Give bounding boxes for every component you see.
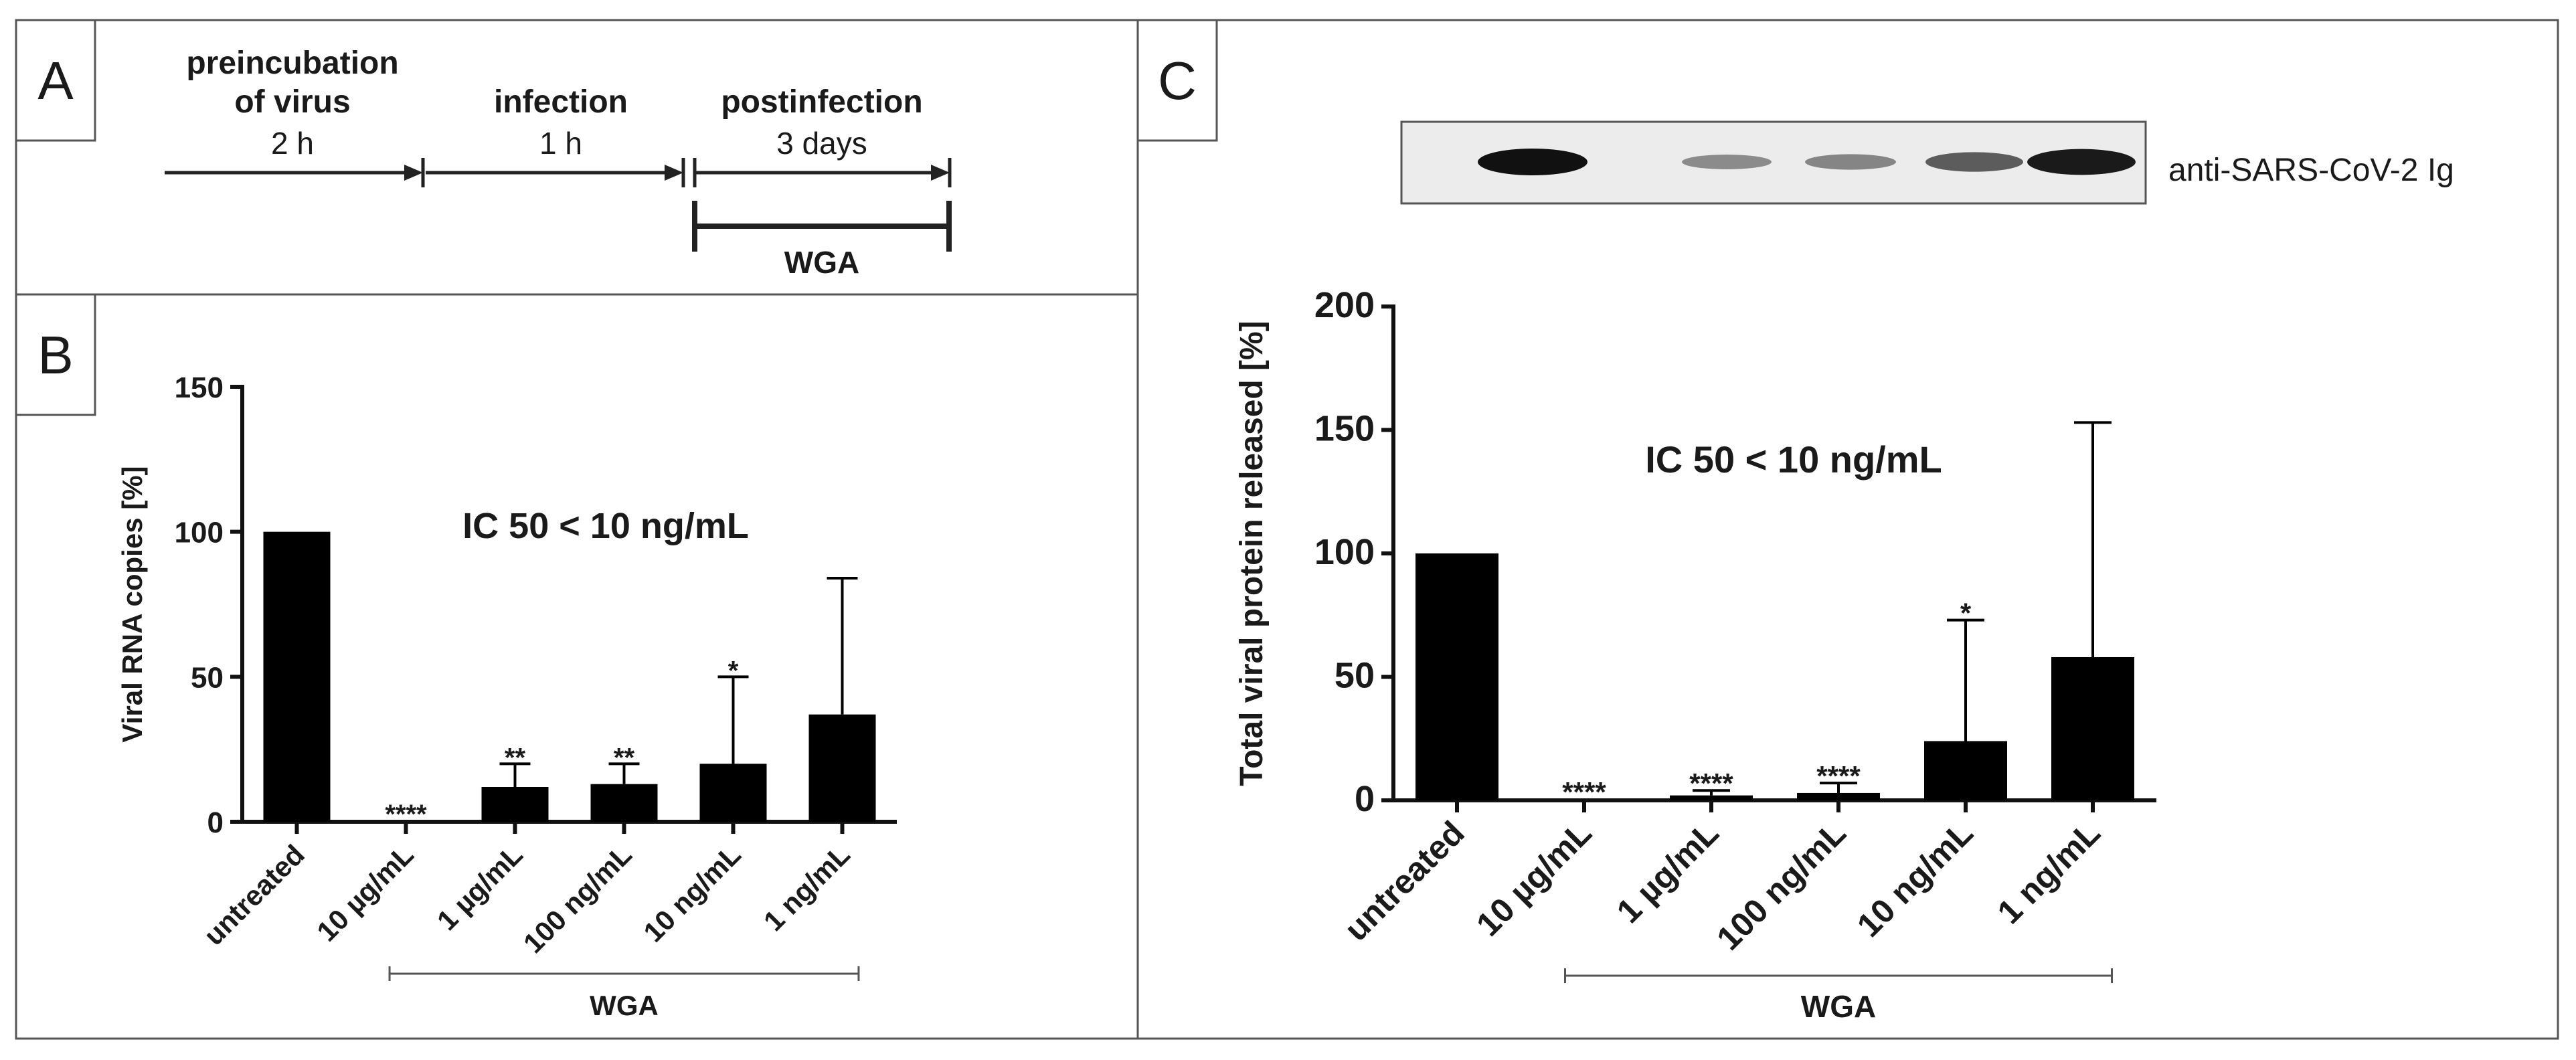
panel-c-letter: C [1158, 51, 1197, 110]
bar [699, 764, 767, 822]
group-label: WGA [590, 990, 659, 1021]
blot-label: anti-SARS-CoV-2 Ig [2168, 153, 2454, 188]
bar [1670, 795, 1753, 800]
panel-a-letter: A [37, 51, 74, 110]
panel-b-letter: B [37, 325, 73, 385]
step1-duration: 2 h [271, 126, 314, 161]
y-tick-label: 100 [1314, 532, 1375, 572]
category-label: untreated [197, 838, 311, 952]
category-label: 10 ng/mL [1850, 814, 1980, 944]
blot-band [1478, 149, 1587, 175]
step1-title: preincubation [186, 46, 398, 81]
bar [481, 787, 549, 822]
step2-duration: 1 h [539, 126, 582, 161]
significance-label: ** [614, 743, 635, 772]
bar [808, 714, 876, 822]
y-tick-label: 150 [175, 371, 224, 404]
bar [1415, 553, 1498, 800]
panel-b-frame [15, 293, 1139, 1040]
category-label: 10 ng/mL [637, 838, 747, 948]
category-label: 1 µg/mL [431, 838, 529, 936]
panel-a-letter-box [15, 19, 96, 142]
bar [2051, 656, 2134, 800]
bar [1797, 792, 1880, 800]
y-tick-label: 200 [1314, 285, 1375, 325]
category-label: 100 ng/mL [1709, 814, 1853, 957]
ic50-annotation: IC 50 < 10 ng/mL [462, 506, 749, 546]
blot-bands [1478, 149, 2136, 175]
treatment-label: WGA [784, 245, 859, 280]
significance-label: **** [1816, 760, 1861, 792]
y-tick-label: 50 [1335, 656, 1375, 696]
category-label: 10 µg/mL [1469, 814, 1599, 944]
step1-subtitle: of virus [234, 84, 350, 120]
category-label: 10 µg/mL [311, 838, 420, 948]
step3-title: postinfection [721, 84, 922, 120]
significance-label: * [728, 656, 739, 685]
panel-b-letter-box [15, 293, 96, 416]
panel-c-frame [1136, 19, 2559, 1040]
category-label: 1 µg/mL [1610, 814, 1726, 930]
significance-label: ** [505, 743, 526, 772]
bar [590, 784, 658, 822]
blot-band [2027, 149, 2136, 175]
category-label: 1 ng/mL [758, 838, 856, 937]
timeline [165, 158, 952, 252]
panel-c-letter-box [1136, 19, 1218, 142]
blot-band [1805, 154, 1896, 170]
step2-title: infection [494, 84, 628, 120]
significance-label: * [1960, 598, 1972, 629]
blot-band [1682, 155, 1772, 169]
blot-band [1925, 152, 2023, 172]
y-tick-label: 0 [207, 806, 224, 839]
significance-label: **** [1689, 768, 1733, 799]
step3-duration: 3 days [776, 126, 867, 161]
category-label: 1 ng/mL [1990, 814, 2108, 931]
y-axis-title: Total viral protein released [%] [1234, 321, 1270, 786]
category-label: untreated [1337, 814, 1472, 948]
significance-label: **** [1562, 776, 1606, 808]
significance-label: **** [385, 800, 427, 829]
y-tick-label: 0 [1355, 779, 1375, 819]
group-label: WGA [1801, 989, 1876, 1024]
ic50-annotation: IC 50 < 10 ng/mL [1645, 438, 1942, 480]
y-tick-label: 50 [191, 661, 224, 694]
y-axis-title: Viral RNA copies [%] [116, 466, 148, 742]
bar [1924, 741, 2007, 800]
timeline-arrowheads [404, 165, 950, 181]
y-tick-label: 100 [175, 517, 224, 549]
y-tick-label: 150 [1314, 409, 1375, 449]
bar [263, 531, 331, 822]
category-label: 100 ng/mL [517, 838, 638, 959]
